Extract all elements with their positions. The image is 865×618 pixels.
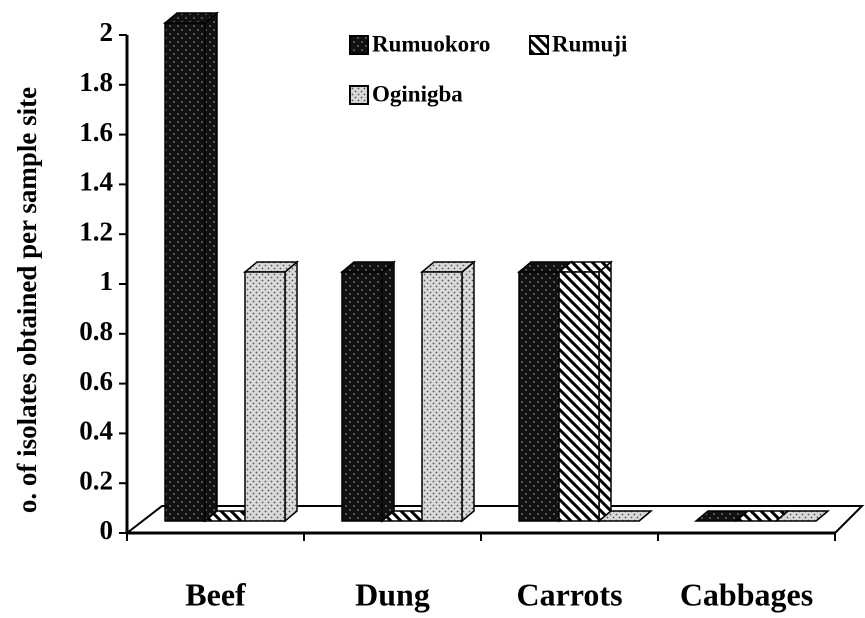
y-tick-label: 1.2 [79,216,113,246]
bar [244,271,286,522]
bar-side [284,260,298,523]
bar-side [461,260,475,523]
y-axis-label: o. of isolates obtained per sample site [12,87,42,513]
y-tick-label: 0.2 [79,465,113,495]
y-tick-label: 0.4 [79,416,113,446]
y-tick-label: 1.4 [79,167,113,197]
y-tick-label: 1 [100,266,114,296]
legend-label: Rumuji [552,31,628,56]
bar [421,271,463,522]
bar [341,271,383,522]
legend-label: Rumuokoro [372,31,490,56]
bar-side [598,260,612,523]
y-tick-label: 1.6 [79,117,113,147]
bar [518,271,560,522]
bar-top [773,510,831,522]
legend-swatch [349,35,369,55]
y-tick-label: 0.8 [79,316,113,346]
legend-swatch [349,85,369,105]
bar [558,271,600,522]
y-tick-label: 0.6 [79,366,113,396]
y-tick-label: 0 [100,515,114,545]
bar-top [596,510,654,522]
x-tick-label: Beef [185,576,246,612]
bar-side [204,11,218,523]
bar [164,22,206,522]
legend-label: Oginigba [372,81,463,106]
x-tick-label: Cabbages [680,576,813,612]
y-tick-label: 2 [100,17,114,47]
bar-side [381,260,395,523]
y-tick-label: 1.8 [79,67,113,97]
legend-swatch [529,35,549,55]
x-tick-label: Dung [355,576,430,612]
x-tick-label: Carrots [516,576,622,612]
